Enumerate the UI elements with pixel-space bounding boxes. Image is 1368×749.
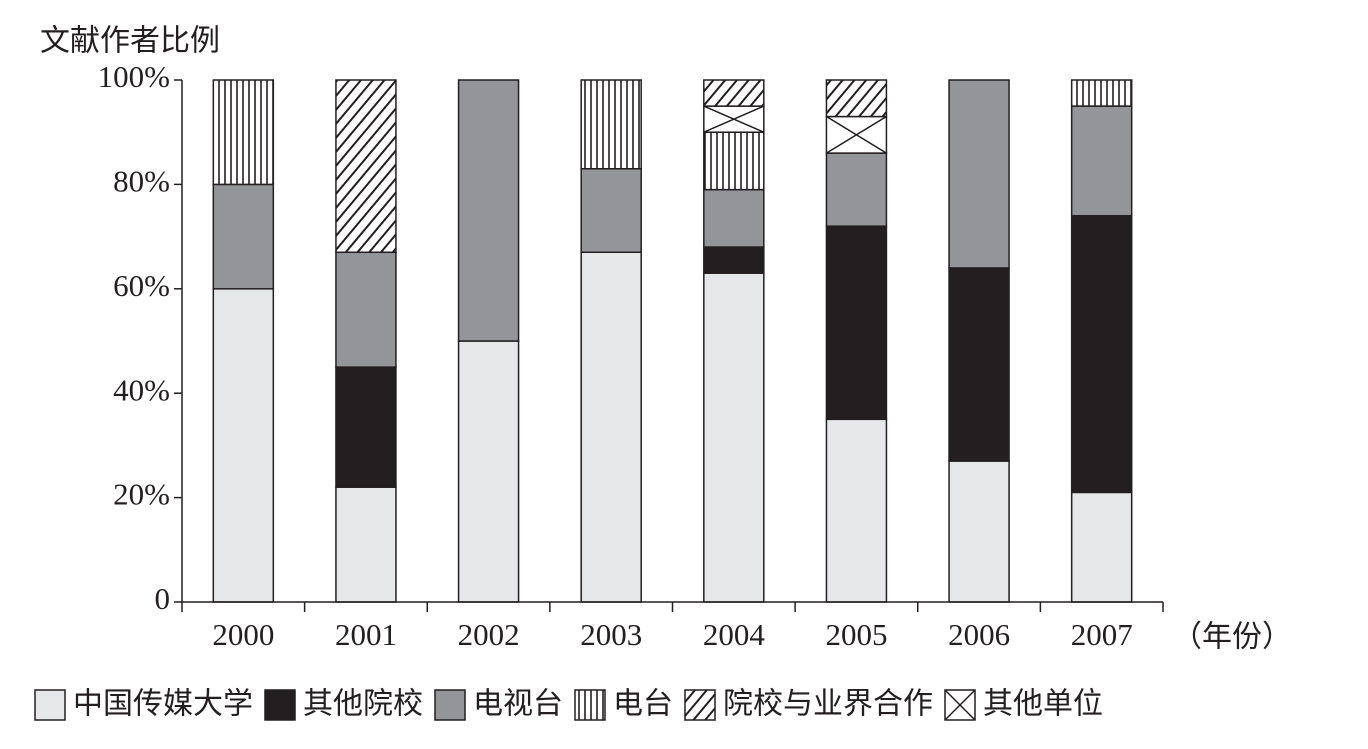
x-tick-label: 2003	[580, 617, 642, 652]
legend-label: 电台	[613, 687, 673, 722]
x-tick-label: 2001	[335, 617, 397, 652]
y-tick-label: 20%	[113, 477, 170, 512]
x-tick-label: 2002	[458, 617, 520, 652]
bar-segment	[825, 79, 888, 118]
bar-segment	[1070, 214, 1133, 494]
y-tick-label: 60%	[113, 268, 170, 303]
legend-swatch	[574, 689, 606, 721]
bar-segment	[457, 79, 520, 342]
bar-segment	[948, 460, 1010, 603]
bar-segment	[212, 79, 275, 186]
x-tick-label: 2004	[703, 617, 766, 652]
bar-segment	[948, 267, 1010, 462]
bar-segment	[212, 183, 275, 290]
legend-swatch	[684, 689, 716, 721]
bar-segment	[703, 188, 765, 248]
cross-hatch	[944, 689, 976, 721]
legend-label: 中国传媒大学	[73, 687, 253, 722]
x-tick-label: 2005	[825, 617, 887, 652]
bar-segment	[825, 418, 888, 603]
bar-segment	[948, 79, 1010, 269]
legend-label: 院校与业界合作	[723, 687, 933, 722]
bar-segment	[703, 131, 765, 191]
bar-segment	[703, 79, 765, 107]
legend: 中国传媒大学 其他院校 电视台 电台 院校与业界合作 其他单位	[34, 687, 1103, 722]
y-tick-label: 80%	[113, 164, 170, 199]
bar-segment	[703, 272, 765, 603]
plot	[212, 79, 1133, 603]
bar-segment	[1070, 105, 1133, 217]
legend-label: 其他单位	[983, 687, 1103, 722]
bar-segment	[825, 152, 888, 227]
bar-segment	[703, 246, 765, 274]
legend-swatch	[264, 689, 296, 721]
x-tick-label: 2006	[948, 617, 1010, 652]
cross-hatch	[703, 105, 765, 133]
bar-segment	[1070, 491, 1133, 603]
bar-segment	[212, 288, 275, 603]
bar-segment	[580, 251, 642, 603]
bar-segment	[825, 225, 888, 421]
legend-swatch	[434, 689, 466, 721]
bar-segment	[580, 79, 642, 170]
y-tick-label: 40%	[113, 372, 170, 407]
x-axis-label: （年份）	[1172, 620, 1292, 655]
bar-segment	[335, 366, 397, 488]
y-tick-label: 100%	[98, 59, 170, 94]
bar-segment	[457, 340, 520, 603]
bar-segment	[335, 251, 397, 368]
legend-label: 电视台	[473, 687, 563, 722]
bar-segment	[580, 167, 642, 254]
legend-swatch	[34, 689, 66, 721]
bar-segment	[1070, 79, 1133, 107]
x-tick-label: 2000	[212, 617, 274, 652]
y-tick-label: 0	[155, 581, 171, 616]
bar-segment	[335, 79, 397, 254]
legend-label: 其他院校	[303, 687, 423, 722]
y-axis-label: 文献作者比例	[40, 24, 220, 59]
x-tick-label: 2007	[1071, 617, 1133, 652]
cross-hatch	[826, 115, 887, 154]
bar-segment	[335, 486, 397, 603]
